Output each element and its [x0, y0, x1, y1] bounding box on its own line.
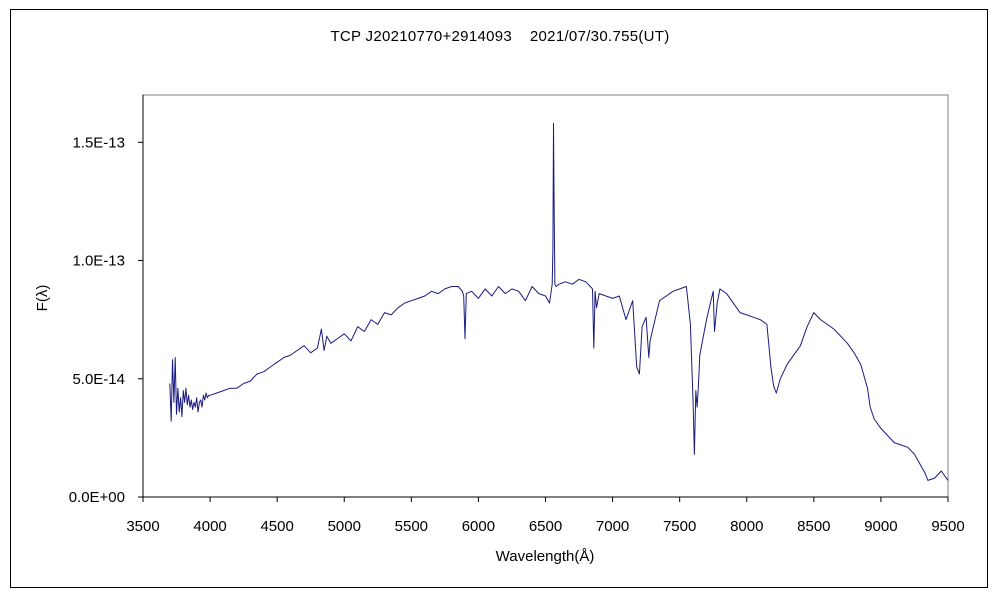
- x-tick-label: 9000: [864, 518, 897, 535]
- x-tick-label: 7000: [596, 518, 629, 535]
- x-tick-label: 6000: [462, 518, 495, 535]
- x-tick-label: 4000: [193, 518, 226, 535]
- y-tick-label: 0.0E+00: [69, 489, 125, 506]
- y-axis-title: F(λ): [34, 285, 51, 312]
- y-axis-ticks: 0.0E+00 5.0E-14 1.0E-13 1.5E-13: [69, 134, 143, 506]
- x-tick-label: 6500: [529, 518, 562, 535]
- x-tick-label: 5000: [328, 518, 361, 535]
- x-axis-ticks: 3500 4000 4500 5000 5500 6000 6500 7000 7500 8000…: [126, 497, 965, 535]
- spectrum-line: [169, 122, 949, 481]
- x-tick-label: 4500: [260, 518, 293, 535]
- x-tick-label: 9500: [931, 518, 964, 535]
- chart-title: TCP J20210770+2914093 2021/07/30.755(UT): [330, 28, 670, 45]
- x-axis-title: Wavelength(Å): [496, 548, 595, 565]
- x-tick-label: 8500: [797, 518, 830, 535]
- y-tick-label: 1.5E-13: [72, 134, 125, 151]
- y-tick-label: 5.0E-14: [72, 371, 125, 388]
- x-tick-label: 3500: [126, 518, 159, 535]
- y-tick-label: 1.0E-13: [72, 253, 125, 270]
- x-tick-label: 8000: [730, 518, 763, 535]
- x-tick-label: 7500: [663, 518, 696, 535]
- x-tick-label: 5500: [395, 518, 428, 535]
- spectrum-series: [169, 122, 949, 481]
